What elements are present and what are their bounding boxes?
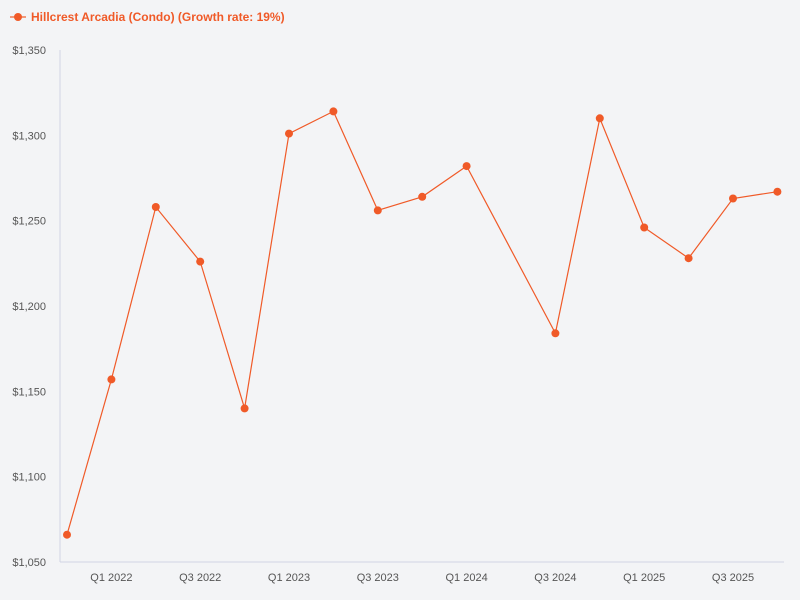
data-point[interactable] xyxy=(418,192,427,201)
x-tick-label: Q3 2023 xyxy=(357,572,399,584)
data-point[interactable] xyxy=(196,257,205,266)
x-tick-label: Q1 2023 xyxy=(268,572,310,584)
x-tick-label: Q3 2024 xyxy=(534,572,576,584)
data-point[interactable] xyxy=(729,194,737,203)
data-point[interactable] xyxy=(551,329,560,338)
x-tick-label: Q1 2022 xyxy=(90,572,132,584)
data-point[interactable] xyxy=(63,530,71,539)
data-point[interactable] xyxy=(285,129,293,138)
data-point[interactable] xyxy=(373,206,382,215)
y-tick-label: $1,250 xyxy=(12,216,46,228)
data-point[interactable] xyxy=(773,187,782,196)
legend[interactable]: Hillcrest Arcadia (Condo) (Growth rate: … xyxy=(10,10,285,24)
x-tick-label: Q3 2025 xyxy=(712,572,754,584)
series-line xyxy=(66,110,778,535)
plot-area xyxy=(63,107,782,539)
x-tick-label: Q1 2025 xyxy=(623,572,665,584)
y-axis: $1,050 $1,100 $1,150 $1,200 $1,250 $1,300 $1,3… xyxy=(12,45,61,569)
x-tick-label: Q1 2024 xyxy=(445,572,487,584)
y-tick-label: $1,200 xyxy=(12,301,46,313)
y-tick-label: $1,100 xyxy=(12,472,46,484)
y-tick-label: $1,300 xyxy=(12,130,46,142)
legend-label: Hillcrest Arcadia (Condo) (Growth rate: … xyxy=(31,10,285,24)
data-point[interactable] xyxy=(329,107,338,116)
x-axis: Q1 2022 Q3 2022 Q1 2023 Q3 2023 Q1 2024 Q3 20… xyxy=(60,561,784,584)
data-point[interactable] xyxy=(640,223,649,232)
data-point[interactable] xyxy=(462,162,471,171)
data-point[interactable] xyxy=(595,114,604,123)
y-tick-label: $1,350 xyxy=(12,45,46,57)
y-tick-label: $1,050 xyxy=(12,557,46,569)
legend-marker-swatch xyxy=(14,13,22,21)
data-point[interactable] xyxy=(684,254,693,263)
y-tick-label: $1,150 xyxy=(12,386,46,398)
data-point[interactable] xyxy=(151,203,160,211)
x-tick-label: Q3 2022 xyxy=(179,572,221,584)
data-point[interactable] xyxy=(240,404,249,413)
data-point[interactable] xyxy=(107,375,116,384)
